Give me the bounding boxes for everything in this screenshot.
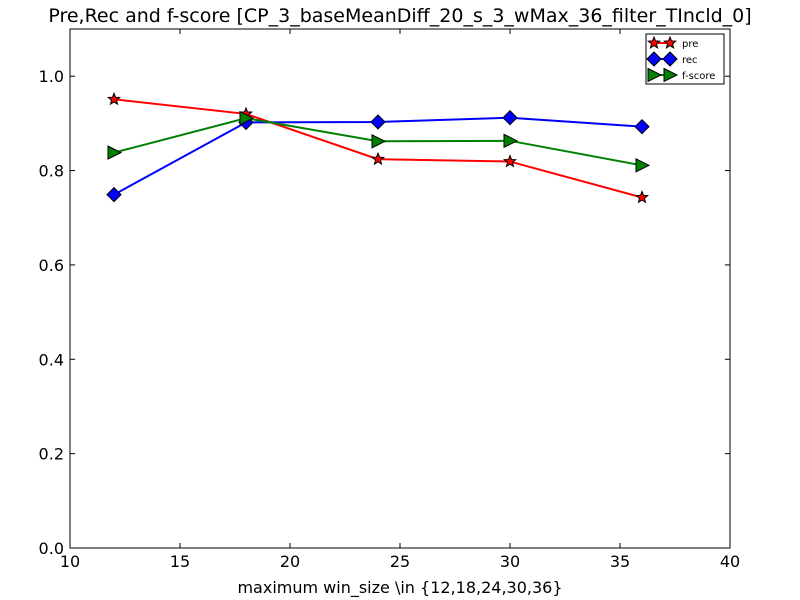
x-tick-label: 35: [610, 552, 630, 571]
legend-label-f-score: f-score: [682, 71, 715, 82]
legend-marker-f-score: [663, 67, 679, 83]
y-tick-label: 0.8: [39, 162, 64, 181]
x-tick-label: 15: [170, 552, 190, 571]
x-tick-label: 10: [60, 552, 80, 571]
data-point-pre: [502, 154, 518, 168]
x-tick-label: 25: [390, 552, 410, 571]
y-tick-label: 0.4: [39, 350, 64, 369]
legend: pre rec f-score: [645, 33, 725, 85]
legend-label-rec: rec: [682, 55, 698, 66]
data-point-pre: [106, 91, 122, 106]
data-point-f-score: [107, 145, 123, 160]
x-tick-label: 30: [500, 552, 520, 571]
data-point-f-score: [371, 133, 387, 149]
series-pre: [106, 91, 650, 204]
y-tick-label: 0.6: [39, 256, 64, 275]
legend-marker-rec: [662, 51, 678, 67]
data-point-rec: [502, 109, 518, 126]
series-layer: [106, 91, 651, 204]
legend-marker-pre: [646, 35, 662, 49]
data-point-rec: [370, 114, 386, 130]
y-tick-label: 0.2: [39, 445, 64, 464]
legend-marker-rec: [646, 51, 662, 67]
legend-marker-pre: [662, 35, 678, 49]
legend-label-pre: pre: [682, 39, 698, 50]
y-tick-label: 0.0: [39, 539, 64, 558]
x-tick-label: 40: [720, 552, 740, 571]
x-axis-label: maximum win_size \in {12,18,24,30,36}: [237, 578, 562, 598]
data-point-rec: [106, 186, 122, 203]
plot-area: [69, 28, 731, 549]
data-point-pre: [634, 190, 650, 204]
data-point-rec: [634, 118, 650, 135]
series-f-score: [107, 110, 651, 173]
data-point-pre: [370, 151, 386, 166]
data-point-f-score: [503, 133, 519, 149]
data-point-f-score: [635, 158, 651, 173]
data-point-f-score: [239, 110, 255, 126]
axis-ticks: 10 15 20 25 30 35 40 0.0 0.2 0.4 0.6 0.8 1.0: [39, 29, 740, 571]
legend-marker-f-score: [647, 67, 663, 83]
y-tick-label: 1.0: [39, 67, 64, 86]
x-tick-label: 20: [280, 552, 300, 571]
chart-title: Pre,Rec and f-score [CP_3_baseMeanDiff_2…: [48, 5, 751, 27]
